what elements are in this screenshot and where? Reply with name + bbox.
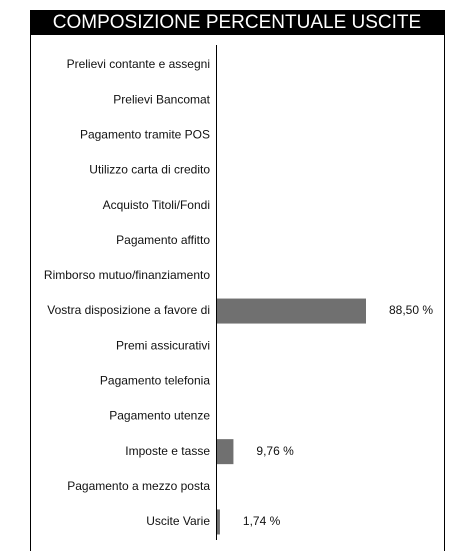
category-label: Pagamento tramite POS [80, 127, 210, 141]
title-bar [30, 10, 445, 35]
chart-title: COMPOSIZIONE PERCENTUALE USCITE [53, 12, 421, 33]
category-label: Imposte e tasse [125, 444, 210, 458]
value-label: 9,76 % [256, 444, 294, 458]
category-label: Premi assicurativi [116, 338, 210, 352]
category-label: Acquisto Titoli/Fondi [103, 198, 210, 212]
value-label: 1,74 % [243, 514, 281, 528]
category-label: Pagamento utenze [109, 409, 210, 423]
category-label: Pagamento a mezzo posta [67, 479, 210, 493]
category-label: Pagamento affitto [116, 233, 210, 247]
bar [217, 509, 220, 535]
category-label: Pagamento telefonia [100, 374, 210, 388]
category-label: Vostra disposizione a favore di [47, 303, 210, 317]
category-label: Prelievi contante e assegni [67, 57, 210, 71]
bar [217, 439, 234, 465]
category-label: Prelievi Bancomat [113, 92, 210, 106]
category-label: Utilizzo carta di credito [89, 163, 210, 177]
value-label: 88,50 % [389, 303, 433, 317]
category-label: Uscite Varie [146, 514, 210, 528]
category-label: Rimborso mutuo/finanziamento [44, 268, 210, 282]
bar [217, 298, 366, 324]
